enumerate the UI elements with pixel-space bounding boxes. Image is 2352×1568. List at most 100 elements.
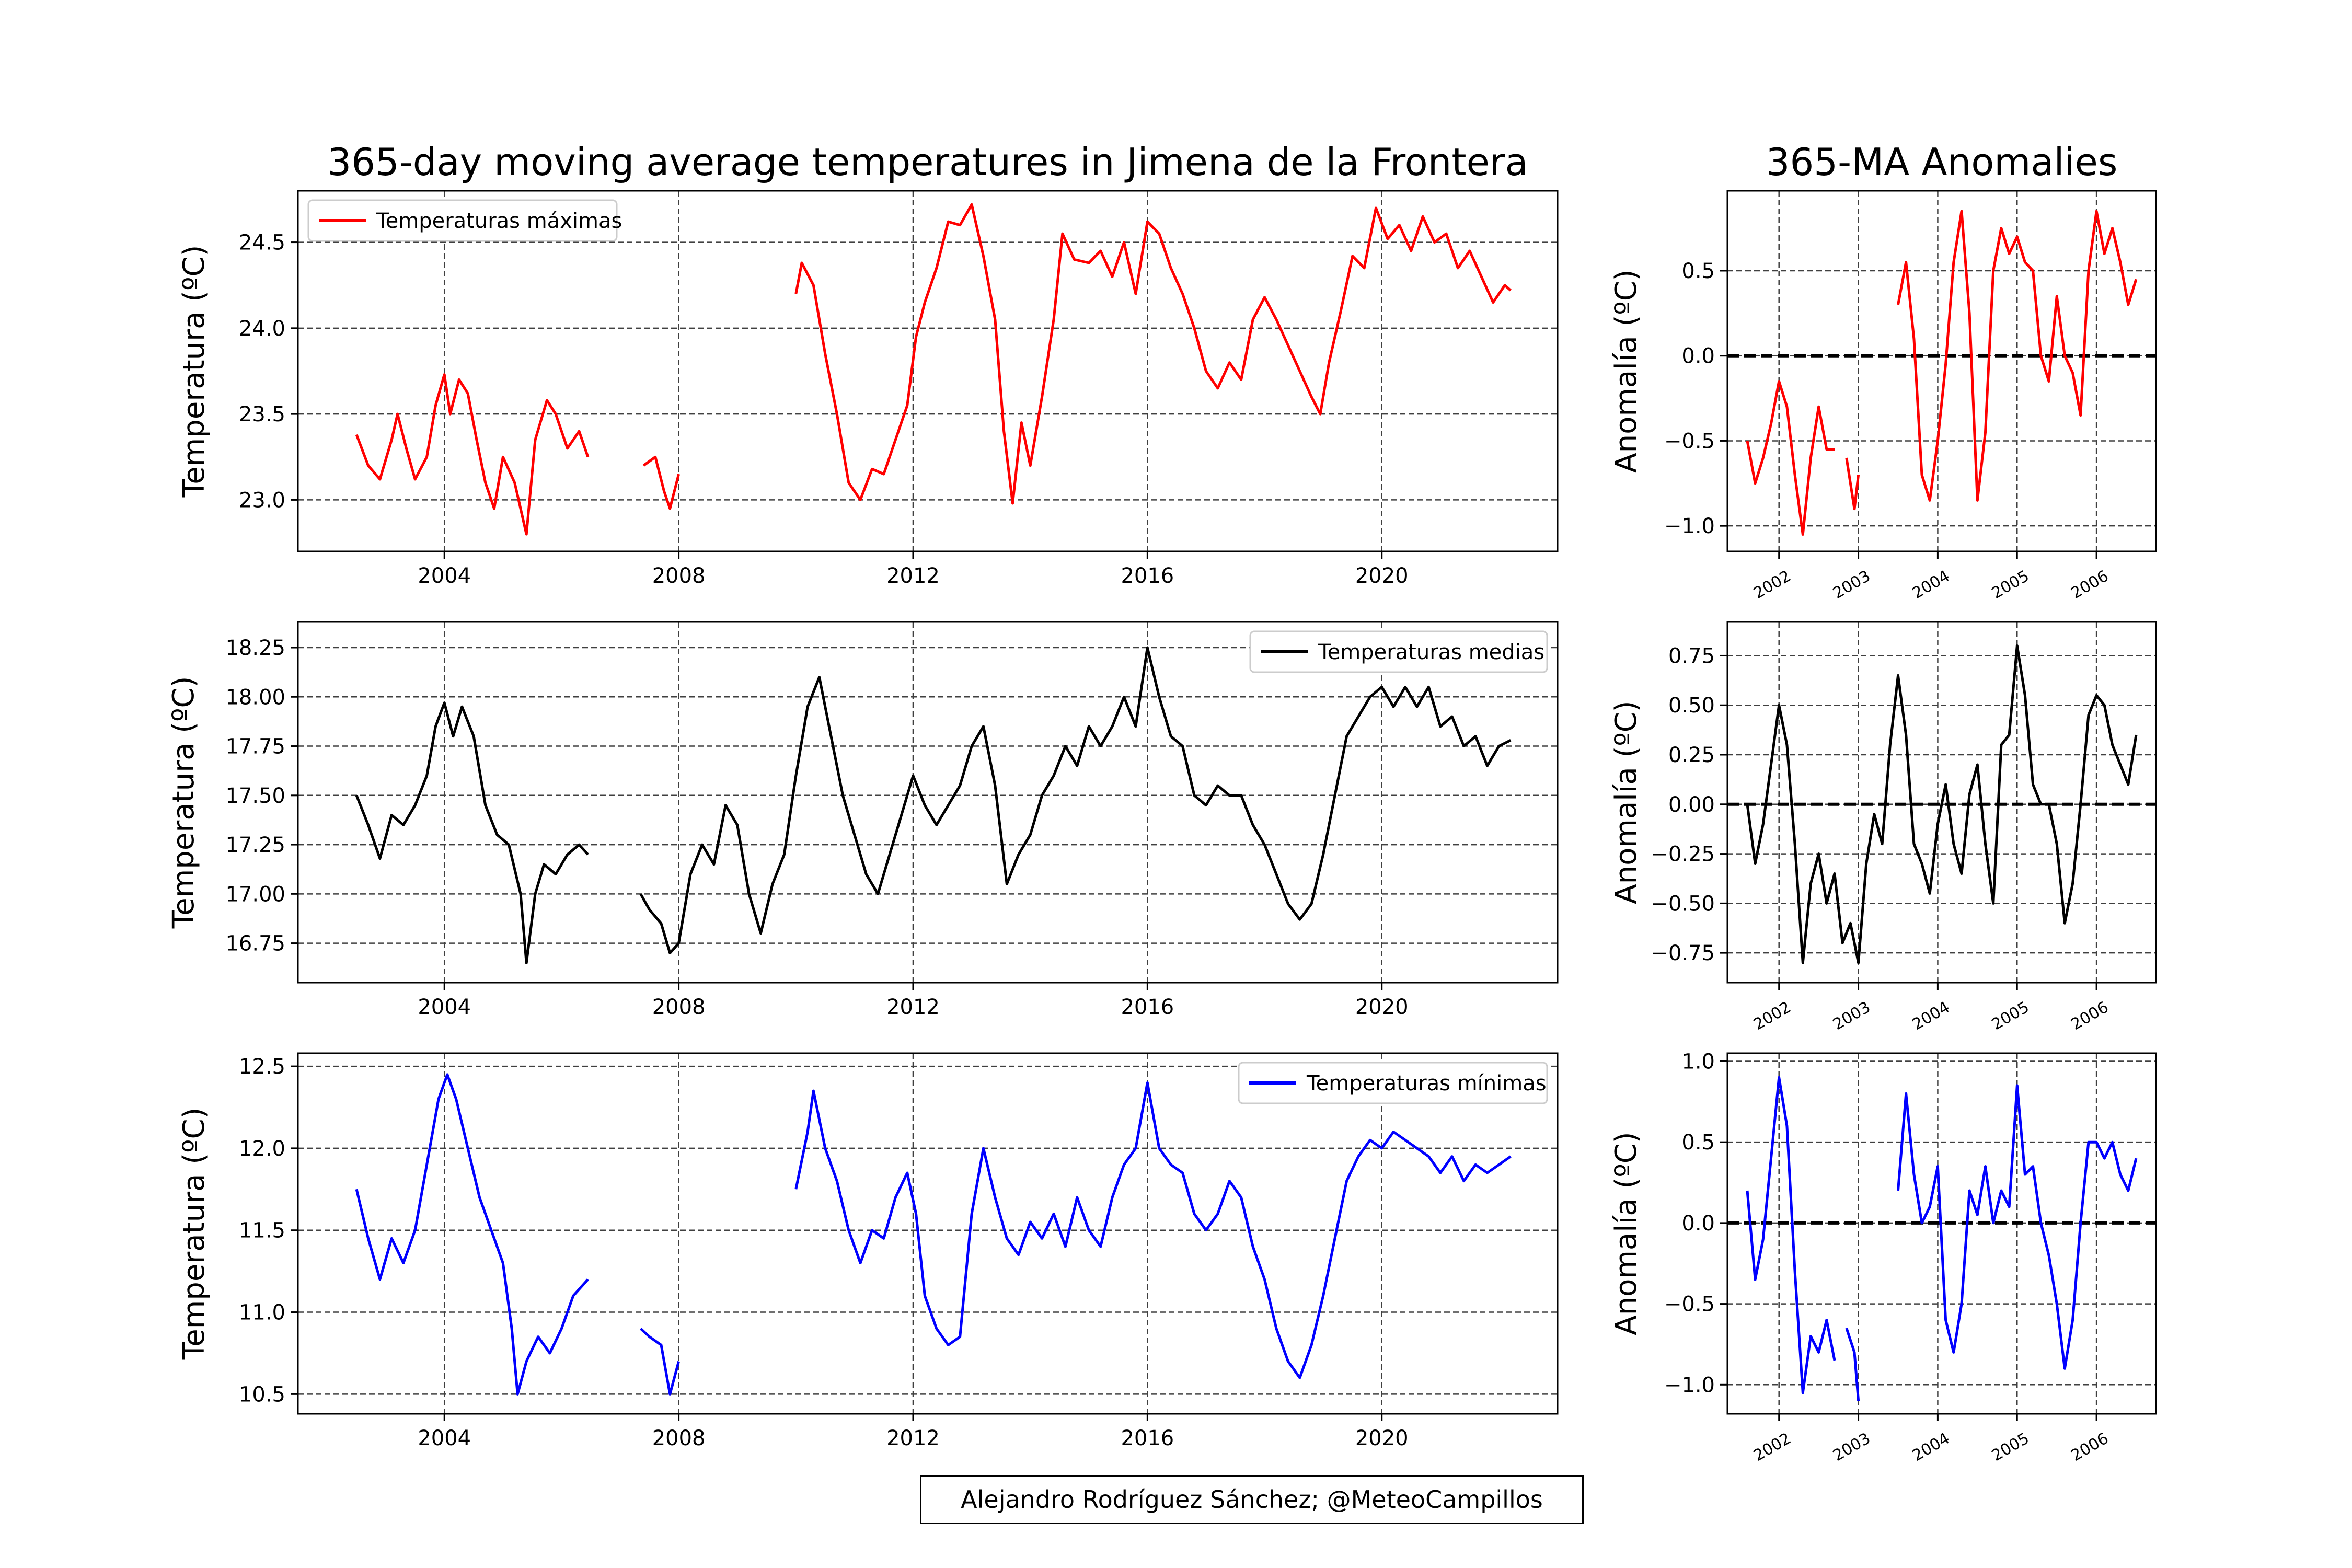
y-axis-label: Temperatura (ºC) <box>167 676 201 929</box>
series-line-segment <box>1746 380 1835 536</box>
y-tick-label: 24.0 <box>239 317 285 341</box>
plot-frame <box>297 1052 1559 1415</box>
x-tick-label: 2008 <box>652 995 706 1019</box>
x-tick-label: 2005 <box>1989 567 2033 603</box>
x-tick-label: 2020 <box>1355 1426 1409 1450</box>
series-line-segment <box>1897 210 2138 502</box>
x-tick-label: 2002 <box>1750 1429 1794 1465</box>
y-tick-label: −0.50 <box>1651 892 1715 916</box>
chart-title: 365-MA Anomalies <box>1766 140 2118 184</box>
legend-label: Temperaturas medias <box>1318 640 1544 664</box>
x-tick-label: 2012 <box>886 1426 940 1450</box>
y-tick-label: 12.0 <box>239 1137 285 1161</box>
y-axis-label: Temperatura (ºC) <box>177 1108 211 1361</box>
x-tick-label: 2008 <box>652 564 706 588</box>
y-tick-label: 1.0 <box>1681 1050 1715 1074</box>
legend-label: Temperaturas máximas <box>376 209 622 233</box>
y-axis-label: Anomalía (ºC) <box>1609 269 1643 472</box>
x-tick-label: 2004 <box>418 995 471 1019</box>
x-tick-label: 2006 <box>2068 998 2112 1034</box>
x-tick-label: 2003 <box>1830 998 1874 1034</box>
x-tick-label: 2003 <box>1830 1429 1874 1465</box>
series-line-segment <box>355 1073 589 1396</box>
y-tick-label: −1.0 <box>1664 514 1715 538</box>
plot-frame <box>1726 621 2157 984</box>
x-tick-label: 2004 <box>418 1426 471 1450</box>
y-tick-label: 0.25 <box>1668 743 1715 767</box>
y-tick-label: 24.5 <box>239 231 285 255</box>
legend-box <box>1238 1062 1548 1104</box>
x-tick-label: 2002 <box>1750 567 1794 603</box>
x-tick-label: 2005 <box>1989 1429 2033 1465</box>
series-line-segment <box>794 203 1512 505</box>
y-tick-label: 10.5 <box>239 1382 285 1406</box>
x-tick-label: 2006 <box>2068 1429 2112 1465</box>
chart-title: 365-day moving average temperatures in J… <box>327 140 1528 184</box>
y-tick-label: 23.0 <box>239 488 285 512</box>
legend-box <box>307 199 618 242</box>
y-tick-label: −0.75 <box>1651 941 1715 965</box>
y-tick-label: 0.00 <box>1668 793 1715 817</box>
series-line-segment <box>1746 644 2138 964</box>
series-line-segment <box>794 1081 1512 1379</box>
x-tick-label: 2020 <box>1355 564 1409 588</box>
plot-frame <box>1726 190 2157 552</box>
legend-box <box>1249 630 1548 673</box>
x-tick-label: 2002 <box>1750 998 1794 1034</box>
series-line-segment <box>1845 1328 1860 1401</box>
y-tick-label: 17.00 <box>225 882 285 906</box>
y-tick-label: 0.75 <box>1668 644 1715 668</box>
y-tick-label: 23.5 <box>239 402 285 426</box>
x-tick-label: 2004 <box>1909 1429 1953 1465</box>
plot-frame <box>297 190 1559 552</box>
y-tick-label: −1.0 <box>1664 1373 1715 1397</box>
x-tick-label: 2005 <box>1989 998 2033 1034</box>
y-tick-label: −0.5 <box>1664 429 1715 453</box>
series-line-segment <box>1746 1076 1836 1394</box>
series-line-segment <box>1897 1084 2138 1370</box>
y-tick-label: 17.50 <box>225 784 285 808</box>
y-tick-label: 18.00 <box>225 685 285 709</box>
y-tick-label: 0.0 <box>1681 1212 1715 1236</box>
y-tick-label: 0.50 <box>1668 694 1715 718</box>
y-tick-label: 12.5 <box>239 1055 285 1079</box>
x-tick-label: 2016 <box>1121 995 1174 1019</box>
x-tick-label: 2016 <box>1121 1426 1174 1450</box>
x-tick-label: 2016 <box>1121 564 1174 588</box>
series-line-segment <box>639 1328 681 1396</box>
plot-frame <box>297 621 1559 984</box>
legend-label: Temperaturas mínimas <box>1306 1071 1547 1096</box>
y-tick-label: −0.25 <box>1651 843 1715 867</box>
x-tick-label: 2004 <box>1909 998 1953 1034</box>
series-line-segment <box>355 373 590 536</box>
y-tick-label: 16.75 <box>225 932 285 956</box>
x-tick-label: 2012 <box>886 995 940 1019</box>
x-tick-label: 2012 <box>886 564 940 588</box>
series-line-segment <box>355 701 589 964</box>
y-tick-label: 17.25 <box>225 833 285 857</box>
x-tick-label: 2004 <box>1909 567 1953 603</box>
credit-text: Alejandro Rodríguez Sánchez; @MeteoCampi… <box>961 1485 1543 1514</box>
y-tick-label: 0.0 <box>1681 344 1715 368</box>
series-line-segment <box>1845 457 1860 511</box>
x-tick-label: 2008 <box>652 1426 706 1450</box>
y-axis-label: Temperatura (ºC) <box>177 245 211 498</box>
y-tick-label: −0.5 <box>1664 1293 1715 1317</box>
y-tick-label: 0.5 <box>1681 259 1715 283</box>
y-axis-label: Anomalía (ºC) <box>1609 700 1643 904</box>
series-line-segment <box>642 455 681 510</box>
x-tick-label: 2004 <box>418 564 471 588</box>
series-line-segment <box>639 646 1512 954</box>
y-tick-label: 0.5 <box>1681 1131 1715 1155</box>
x-tick-label: 2006 <box>2068 567 2112 603</box>
y-tick-label: 17.75 <box>225 735 285 759</box>
x-tick-label: 2020 <box>1355 995 1409 1019</box>
x-tick-label: 2003 <box>1830 567 1874 603</box>
y-tick-label: 11.5 <box>239 1219 285 1243</box>
y-axis-label: Anomalía (ºC) <box>1609 1132 1643 1335</box>
credit-box: Alejandro Rodríguez Sánchez; @MeteoCampi… <box>920 1475 1584 1524</box>
y-tick-label: 11.0 <box>239 1301 285 1325</box>
plot-frame <box>1726 1052 2157 1415</box>
y-tick-label: 18.25 <box>225 636 285 660</box>
